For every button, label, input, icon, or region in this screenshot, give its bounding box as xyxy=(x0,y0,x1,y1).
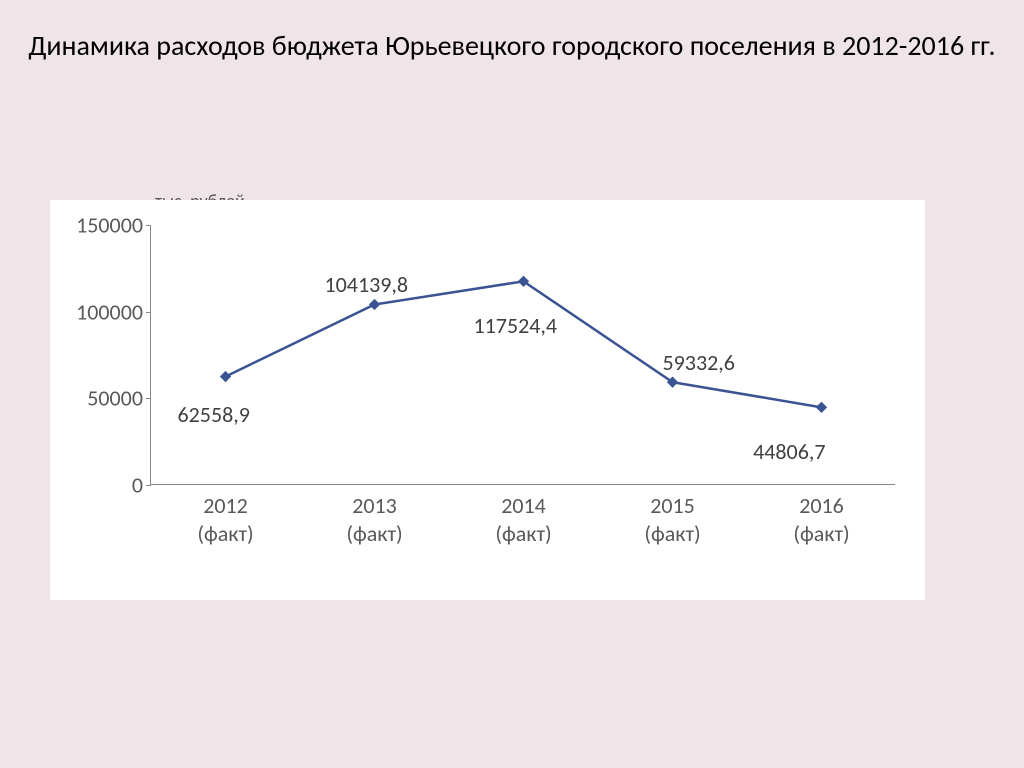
y-tick-label: 150000 xyxy=(76,212,151,239)
plot-area: 0500001000001500002012(факт)2013(факт)20… xyxy=(150,225,895,485)
series-marker xyxy=(220,371,231,382)
data-label: 59332,6 xyxy=(663,349,735,376)
series-marker xyxy=(816,402,827,413)
data-label: 117524,4 xyxy=(474,312,558,339)
data-label: 104139,8 xyxy=(325,271,409,298)
series-marker xyxy=(369,299,380,310)
x-category-label: 2015(факт) xyxy=(644,484,700,547)
slide: Динамика расходов бюджета Юрьевецкого го… xyxy=(0,0,1024,768)
data-label: 62558,9 xyxy=(178,401,250,428)
chart-title: Динамика расходов бюджета Юрьевецкого го… xyxy=(0,28,1024,64)
y-tick-mark xyxy=(146,485,151,486)
x-category-label: 2016(факт) xyxy=(793,484,849,547)
data-label: 44806,7 xyxy=(753,438,825,465)
chart-container: 0500001000001500002012(факт)2013(факт)20… xyxy=(50,200,925,600)
series-line xyxy=(226,281,822,407)
x-category-label: 2013(факт) xyxy=(346,484,402,547)
y-tick-label: 100000 xyxy=(76,298,151,325)
x-category-label: 2012(факт) xyxy=(197,484,253,547)
x-category-label: 2014(факт) xyxy=(495,484,551,547)
y-tick-label: 50000 xyxy=(87,385,151,412)
